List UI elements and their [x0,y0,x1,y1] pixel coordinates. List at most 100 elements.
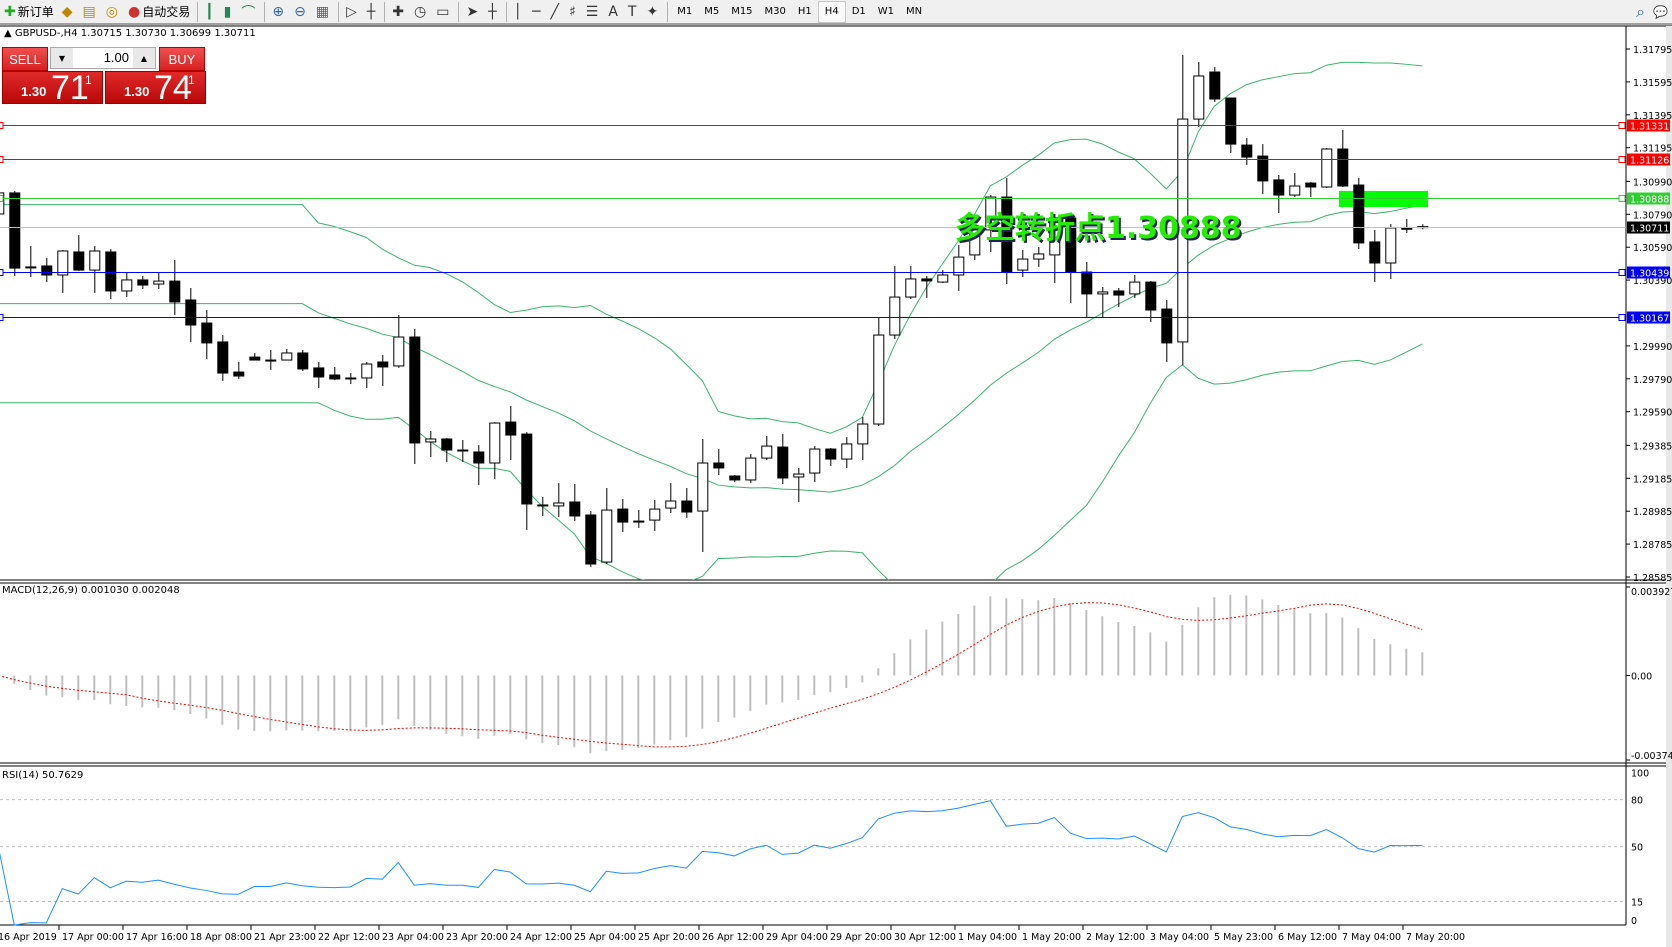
toolbar: ✚ 新订单 ◆ ▤ ◎ ● 自动交易 ┃ ▮ ⌒ ⊕ ⊖ ▦ ▷ ┼ ✚ ◷ ▭ ➤ ┼ │ ─ ╱ ♯ ☰ A T ✦ M1 M5 M15… [0,0,1672,25]
candle [649,500,661,531]
candle [489,422,501,479]
candle [169,260,181,315]
timeframe-mn[interactable]: MN [906,6,923,17]
timeframe-m30[interactable]: M30 [764,6,786,17]
candle [1353,177,1365,250]
candle [1417,224,1429,230]
sell-price-prefix: 1.30 [21,84,47,99]
tool-cursor[interactable]: ➤ [462,1,484,23]
tool-templates[interactable]: ▭ [432,1,455,23]
timeframe-h1[interactable]: H1 [797,6,812,17]
toolbar-separator [458,1,460,22]
candle [537,497,549,516]
macd-label: MACD(12,26,9) 0.001030 0.002048 [2,585,180,596]
candle [1289,173,1301,198]
tool-zoom-out[interactable]: ⊖ [290,1,312,23]
time-label: 30 Apr 12:00 [894,932,956,943]
time-label: 17 Apr 00:00 [62,932,124,943]
candle [345,373,357,385]
lot-increase-icon[interactable]: ▲ [133,48,155,68]
pivot-annotation: 多空转折点1.30888 [955,211,1242,246]
tool-equidistant-channel[interactable]: ♯ [565,1,582,23]
candle [1097,287,1109,317]
lot-decrease-icon[interactable]: ▼ [51,48,73,68]
toolbar-button-1[interactable]: ◆ [58,1,79,23]
collapse-triangle-icon[interactable]: ▲ [4,28,15,39]
tool-periods-clock[interactable]: ◷ [410,1,432,23]
chat-icon[interactable]: 💬 [1653,4,1668,19]
sell-price-pip: 1 [85,73,92,87]
candle [1321,148,1333,188]
templates-icon: ▭ [436,3,450,20]
tool-text-label[interactable]: T [624,1,643,23]
price-badge-label: 1.30167 [1630,314,1669,325]
sell-button[interactable]: SELL [2,47,48,71]
tool-crosshair[interactable]: ┼ [484,1,502,23]
tool-candlestick[interactable]: ▮ [220,1,238,23]
candle [1273,174,1285,213]
candle-body-bull [361,363,373,379]
lot-size-stepper[interactable]: ▼ 1.00 ▲ [50,47,156,69]
search-icon[interactable]: ⌕ [1636,1,1646,21]
tool-line-chart[interactable]: ⌒ [237,1,261,23]
tool-chart-shift[interactable]: ┼ [363,1,381,23]
candle [585,511,597,567]
price-tick-label: 1.30790 [1633,210,1672,221]
timeframe-m15[interactable]: M15 [731,6,753,17]
lot-size-input[interactable]: 1.00 [103,50,129,65]
candle-body-bear [1145,281,1157,311]
timeframe-m1[interactable]: M1 [677,6,693,17]
price-badge-label: 1.30711 [1630,224,1669,235]
macd-tick-label: 0.00 [1631,672,1652,683]
sell-price-button[interactable]: 1.30 71 1 [2,69,103,107]
tool-vertical-line[interactable]: │ [510,1,528,23]
tool-zoom-in[interactable]: ⊕ [268,1,290,23]
tool-arrows[interactable]: ✦ [642,1,664,23]
timeframe-d1[interactable]: D1 [851,6,866,17]
candle [377,354,389,387]
timeframe-m5[interactable]: M5 [704,6,720,17]
time-label: 1 May 20:00 [1022,932,1081,943]
buy-price-button[interactable]: 1.30 74 1 [105,69,206,107]
tool-tile-windows[interactable]: ▦ [312,1,335,23]
candle [1257,144,1269,195]
tool-fibonacci[interactable]: ☰ [582,1,605,23]
candle [313,362,325,389]
tool-auto-scroll[interactable]: ▷ [342,1,363,23]
candle-body-bull [25,266,37,269]
toolbar-button-3[interactable]: ◎ [102,1,124,23]
price-badge [1627,192,1670,205]
candle [89,246,101,293]
candle-body-bull [425,438,437,443]
tool-trendline[interactable]: ╱ [547,1,565,23]
candle [0,192,5,215]
new-order-icon: ✚ [4,3,16,20]
timeframe-h4[interactable]: H4 [817,0,846,23]
candle-body-bear [169,280,181,303]
toolbar-button-4[interactable]: ● 自动交易 [124,1,194,23]
line-handle [1618,269,1626,276]
tool-indicators[interactable]: ✚ [388,1,410,23]
chart-window[interactable] [0,26,1672,947]
candle-body-bear [1369,241,1381,264]
buy-button[interactable]: BUY [159,47,205,71]
bollinger-upper [0,61,1423,434]
candle [729,475,741,483]
arrows-icon: ✦ [646,3,659,20]
candle-body-bull [57,250,69,276]
trendline-icon: ╱ [550,3,559,20]
candle [185,287,197,343]
candle-body-bear [329,374,341,380]
tool-horizontal-line[interactable]: ─ [528,1,546,23]
candle [873,316,885,427]
tool-text[interactable]: A [604,1,624,23]
auto-trading-icon: ● [127,3,141,20]
toolbar-button-2[interactable]: ▤ [79,1,102,23]
candle [329,366,341,381]
macd-tick-label: 0.003927 [1631,587,1672,598]
candle [665,483,677,514]
tool-bar-chart[interactable]: ┃ [201,1,219,23]
toolbar-button-0[interactable]: ✚ 新订单 [0,1,58,23]
timeframe-w1[interactable]: W1 [877,6,894,17]
